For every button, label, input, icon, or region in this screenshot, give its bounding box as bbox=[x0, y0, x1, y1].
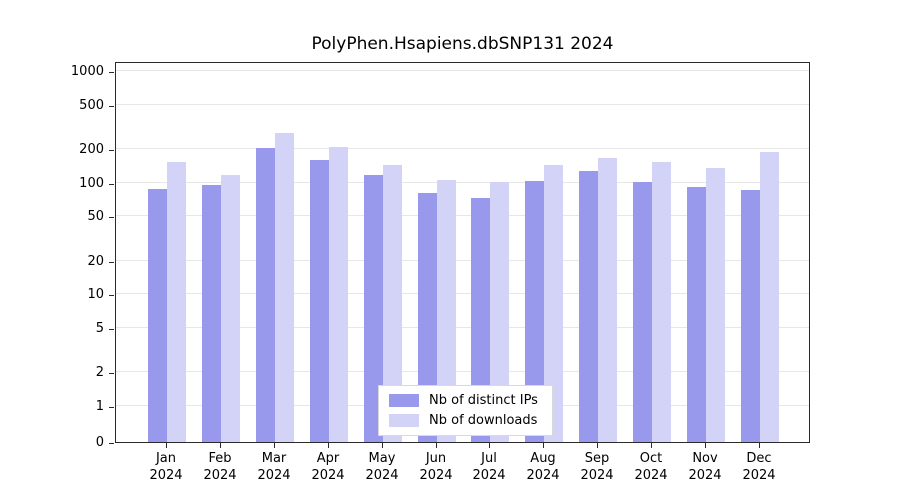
x-tick-mark-dec bbox=[759, 443, 760, 448]
bar-nb-of-downloads-feb bbox=[220, 175, 240, 442]
y-tick-label-50: 50 bbox=[87, 209, 104, 225]
x-tick-label-apr: Apr 2024 bbox=[311, 451, 345, 483]
y-tick-label-200: 200 bbox=[79, 142, 104, 158]
y-tick-label-5: 5 bbox=[95, 320, 104, 336]
y-tick-label-10: 10 bbox=[87, 287, 104, 303]
bar-nb-of-downloads-jan bbox=[166, 162, 186, 442]
x-tick-mark-jan bbox=[166, 443, 167, 448]
x-tick-mark-jun bbox=[436, 443, 437, 448]
x-tick-mark-may bbox=[382, 443, 383, 448]
y-tick-mark-200 bbox=[109, 150, 114, 152]
legend-label-distinct-ips: Nb of distinct IPs bbox=[429, 393, 538, 408]
y-tick-mark-10 bbox=[109, 295, 114, 297]
bar-nb-of-distinct-ips-apr bbox=[309, 160, 329, 442]
bar-nb-of-distinct-ips-feb bbox=[201, 185, 221, 442]
bar-nb-of-downloads-nov bbox=[706, 168, 726, 442]
x-tick-mark-nov bbox=[705, 443, 706, 448]
x-tick-mark-feb bbox=[220, 443, 221, 448]
y-tick-mark-1 bbox=[109, 407, 114, 408]
gridline-100 bbox=[116, 181, 809, 183]
gridline-50 bbox=[116, 215, 809, 217]
y-tick-mark-0 bbox=[109, 443, 114, 444]
y-tick-label-500: 500 bbox=[79, 97, 104, 113]
bar-nb-of-downloads-aug bbox=[544, 165, 564, 442]
x-tick-label-dec: Dec 2024 bbox=[742, 451, 776, 483]
legend-item-downloads: Nb of downloads bbox=[389, 413, 538, 428]
bar-nb-of-downloads-jun bbox=[436, 180, 456, 442]
gridline-10 bbox=[116, 293, 809, 295]
gridline-500 bbox=[116, 103, 809, 105]
bar-nb-of-downloads-oct bbox=[652, 162, 672, 442]
y-tick-mark-100 bbox=[109, 183, 114, 185]
x-tick-mark-oct bbox=[651, 443, 652, 448]
bar-nb-of-distinct-ips-nov bbox=[687, 187, 707, 442]
bar-nb-of-downloads-may bbox=[382, 165, 402, 442]
x-tick-label-aug: Aug 2024 bbox=[526, 451, 560, 483]
bar-nb-of-distinct-ips-jul bbox=[471, 198, 491, 442]
x-tick-label-jul: Jul 2024 bbox=[472, 451, 506, 483]
x-tick-label-mar: Mar 2024 bbox=[257, 451, 291, 483]
x-tick-mark-jul bbox=[489, 443, 490, 448]
bar-nb-of-distinct-ips-sep bbox=[579, 171, 599, 442]
y-tick-mark-1000 bbox=[109, 72, 114, 73]
gridline-1000 bbox=[116, 70, 809, 71]
y-tick-label-1000: 1000 bbox=[70, 64, 104, 79]
y-tick-mark-20 bbox=[109, 261, 114, 263]
x-tick-mark-mar bbox=[274, 443, 275, 448]
chart-title: PolyPhen.Hsapiens.dbSNP131 2024 bbox=[311, 34, 614, 54]
x-tick-mark-apr bbox=[328, 443, 329, 448]
bar-nb-of-downloads-sep bbox=[598, 158, 618, 442]
bar-nb-of-downloads-dec bbox=[760, 152, 780, 442]
gridline-20 bbox=[116, 259, 809, 261]
x-tick-label-sep: Sep 2024 bbox=[580, 451, 614, 483]
gridline-5 bbox=[116, 326, 809, 328]
y-tick-mark-500 bbox=[109, 105, 114, 107]
bar-nb-of-distinct-ips-jan bbox=[147, 189, 167, 442]
y-tick-label-100: 100 bbox=[79, 175, 104, 191]
bar-nb-of-distinct-ips-dec bbox=[741, 190, 761, 442]
bar-nb-of-distinct-ips-jun bbox=[417, 193, 437, 442]
y-tick-label-1: 1 bbox=[95, 399, 104, 414]
y-tick-mark-5 bbox=[109, 328, 114, 330]
x-tick-label-may: May 2024 bbox=[365, 451, 399, 483]
gridline-2 bbox=[116, 371, 809, 373]
x-tick-label-feb: Feb 2024 bbox=[203, 451, 237, 483]
bar-nb-of-distinct-ips-oct bbox=[633, 182, 653, 442]
bar-nb-of-distinct-ips-aug bbox=[525, 181, 545, 442]
x-tick-mark-sep bbox=[597, 443, 598, 448]
gridline-200 bbox=[116, 148, 809, 150]
legend-label-downloads: Nb of downloads bbox=[429, 413, 538, 428]
y-tick-label-2: 2 bbox=[95, 365, 104, 381]
legend: Nb of distinct IPs Nb of downloads bbox=[378, 385, 553, 436]
y-tick-mark-2 bbox=[109, 373, 114, 375]
y-tick-label-0: 0 bbox=[95, 435, 104, 450]
bar-nb-of-downloads-jul bbox=[490, 182, 510, 442]
bar-nb-of-downloads-apr bbox=[328, 147, 348, 442]
legend-swatch-distinct-ips bbox=[389, 394, 419, 407]
plot-area: Nb of distinct IPs Nb of downloads bbox=[115, 62, 810, 443]
y-tick-mark-50 bbox=[109, 217, 114, 219]
x-tick-mark-aug bbox=[543, 443, 544, 448]
x-tick-label-jan: Jan 2024 bbox=[149, 451, 183, 483]
bar-nb-of-downloads-mar bbox=[274, 133, 294, 442]
legend-swatch-downloads bbox=[389, 414, 419, 427]
bar-nb-of-distinct-ips-may bbox=[363, 175, 383, 442]
x-tick-label-jun: Jun 2024 bbox=[419, 451, 453, 483]
x-tick-label-nov: Nov 2024 bbox=[688, 451, 722, 483]
y-tick-label-20: 20 bbox=[87, 253, 104, 269]
legend-item-distinct-ips: Nb of distinct IPs bbox=[389, 393, 538, 408]
bar-nb-of-distinct-ips-mar bbox=[255, 148, 275, 442]
x-tick-label-oct: Oct 2024 bbox=[634, 451, 668, 483]
